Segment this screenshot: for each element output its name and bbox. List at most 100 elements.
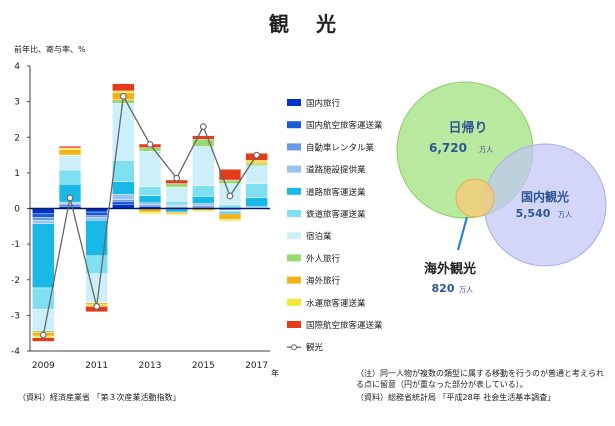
bar-segment	[192, 196, 215, 204]
x-tick-label: 2011	[85, 361, 108, 371]
venn-label: 国内観光	[521, 189, 569, 204]
legend-label: 道路旅客運送業	[306, 187, 366, 198]
y-tick-label: 1	[14, 169, 20, 179]
line-point	[226, 192, 234, 200]
bar-segment	[112, 160, 135, 182]
x-tick-label: 2017	[245, 361, 268, 371]
bar-segment	[85, 255, 108, 274]
bar-segment	[218, 169, 242, 181]
line-point	[93, 303, 101, 310]
line-point	[146, 141, 154, 148]
bar-segment	[58, 201, 82, 205]
bar-segment	[58, 149, 82, 156]
line-point	[199, 123, 207, 130]
bar-segment	[58, 155, 82, 171]
venn-value: 5,540	[516, 207, 551, 220]
bar-segment	[192, 185, 215, 197]
legend-label: 国際航空旅客運送業	[306, 320, 383, 331]
x-tick-label: 2015	[192, 361, 215, 371]
legend-swatch	[287, 321, 301, 328]
page-title: 観 光	[269, 12, 346, 36]
x-tick-label: 2013	[139, 361, 162, 371]
legend-label: 外人旅行	[306, 253, 341, 264]
legend-swatch	[287, 210, 301, 217]
x-axis-unit: 年	[271, 369, 279, 378]
legend-line-marker	[291, 344, 297, 351]
bar-segment	[32, 220, 55, 225]
legend-label: 水運旅客運送業	[306, 298, 366, 309]
bar-segment	[245, 160, 268, 163]
venn-value: 6,720	[429, 141, 467, 155]
legend-label: 国内旅行	[306, 98, 341, 109]
bar-segment	[32, 213, 55, 218]
legend-swatch	[287, 121, 301, 129]
y-tick-label: -3	[11, 311, 20, 321]
y-tick-label: 2	[14, 133, 20, 143]
bar-segment	[138, 205, 162, 207]
legend-swatch	[287, 232, 301, 240]
bar-segment	[32, 208, 55, 215]
x-tick-label: 2009	[32, 361, 55, 371]
bar-segment	[32, 309, 55, 331]
line-point	[39, 331, 47, 339]
legend-label: 国内航空旅客運送業	[306, 120, 383, 131]
y-tick-label: -1	[11, 240, 20, 250]
venn-value: 820	[432, 282, 455, 295]
y-tick-label: -4	[11, 347, 20, 357]
y-axis-label: 前年比、寄与率、%	[14, 45, 86, 54]
line-point	[173, 174, 181, 182]
bar-segment	[32, 337, 55, 342]
bar-segment	[245, 165, 268, 184]
bar-segment	[138, 195, 162, 204]
bar-segment	[85, 217, 108, 221]
y-tick-label: -2	[11, 276, 20, 286]
legend-swatch	[287, 187, 301, 195]
legend-swatch	[287, 276, 301, 284]
legend-swatch	[287, 298, 301, 306]
venn-circle-kokunai	[483, 143, 607, 267]
bar-segment	[85, 215, 108, 218]
bar-segment	[165, 183, 188, 188]
venn-circle-kaigai	[455, 178, 495, 218]
bar-segment	[138, 202, 162, 205]
legend-label: 自動車レンタル業	[306, 142, 375, 153]
footnote: （注）同一人物が複数の類型に属する移動を行うのが普通と考えられる点に留意（円が重…	[356, 369, 604, 389]
venn-unit: 万人	[459, 286, 473, 294]
venn-label: 海外観光	[424, 261, 476, 277]
bar-segment	[138, 211, 162, 215]
bar-segment	[112, 83, 135, 92]
bar-segment	[165, 213, 188, 216]
venn-diagram	[396, 81, 607, 267]
bar-segment	[138, 186, 162, 196]
bar-segment	[192, 203, 215, 206]
venn-pointer-line	[456, 216, 469, 251]
bar-segment	[58, 147, 82, 150]
bar-segment	[165, 201, 188, 206]
bar-segment	[58, 204, 82, 207]
source-note-right: （資料）総務省統計局 「平成28年 社会生活基本調査」	[356, 393, 556, 402]
line-point	[119, 92, 127, 100]
legend-label: 道路施設提供業	[306, 165, 366, 176]
legend-label: 観光	[306, 342, 324, 353]
bar-segment	[245, 183, 268, 199]
bar-segment	[58, 169, 82, 185]
legend-label: 鉄道旅客運送業	[306, 209, 366, 220]
bar-segment	[112, 90, 135, 93]
y-tick-label: 0	[14, 205, 20, 215]
bar-segment	[192, 135, 215, 140]
line-point	[66, 194, 74, 202]
bar-segment	[245, 197, 268, 207]
bar-segment	[245, 161, 268, 165]
bar-segment	[218, 211, 242, 215]
bar-segment	[192, 146, 215, 186]
venn-unit: 万人	[558, 211, 572, 219]
bar-segment	[165, 186, 188, 202]
bar-segment	[32, 217, 55, 221]
bar-segment	[138, 150, 162, 187]
bar-segment	[32, 223, 55, 289]
legend-swatch	[287, 143, 301, 151]
bar-segment	[112, 181, 135, 195]
bar-segment	[112, 199, 135, 202]
venn-label: 日帰り	[448, 120, 487, 136]
legend-label: 海外旅行	[306, 276, 341, 287]
